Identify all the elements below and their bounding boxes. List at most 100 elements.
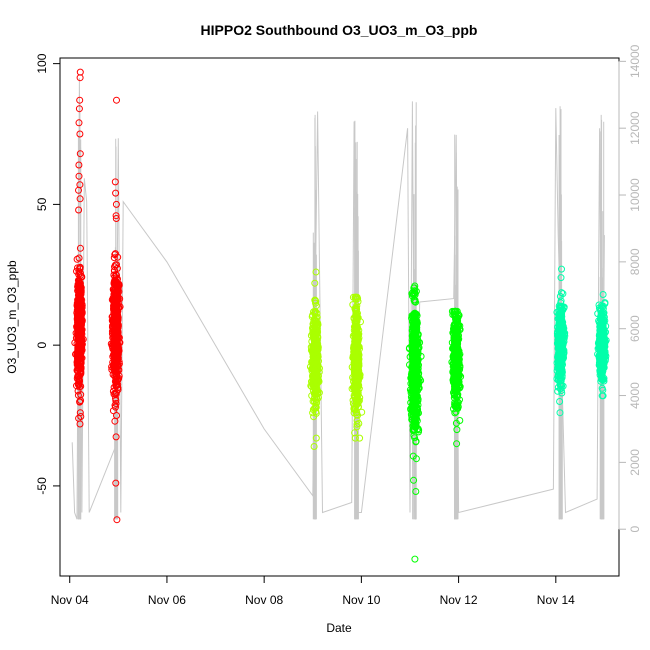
- data-point: [354, 396, 362, 404]
- data-point: [112, 400, 120, 407]
- data-point-outlier: [112, 200, 120, 208]
- y-axis-left: -50 0 50 100: [35, 53, 61, 495]
- data-point: [556, 358, 564, 365]
- data-point: [556, 325, 564, 332]
- data-point: [354, 359, 362, 367]
- data-point: [559, 290, 567, 298]
- data-point: [110, 298, 118, 306]
- data-point: [312, 376, 319, 384]
- data-point: [110, 360, 118, 368]
- scatter-points-layer: [71, 68, 610, 563]
- data-point: [313, 346, 321, 354]
- data-point-outlier: [75, 186, 82, 194]
- data-point-outlier: [353, 423, 361, 431]
- data-point: [353, 316, 361, 324]
- data-point: [558, 343, 566, 351]
- data-point: [109, 387, 117, 395]
- data-point: [112, 433, 120, 441]
- data-point: [411, 326, 419, 333]
- x-tick-label: Nov 14: [537, 593, 575, 607]
- y2-tick-label: 12000: [628, 111, 642, 145]
- data-point: [599, 350, 607, 358]
- data-point: [113, 371, 120, 379]
- data-point-outlier: [75, 161, 83, 169]
- data-point: [354, 400, 362, 408]
- y-tick-label: 100: [35, 53, 49, 73]
- data-point: [349, 301, 357, 309]
- data-point: [75, 278, 83, 286]
- data-point: [558, 289, 565, 297]
- data-point: [409, 318, 417, 326]
- data-point: [110, 271, 118, 279]
- data-point: [413, 415, 421, 423]
- data-point: [351, 429, 359, 437]
- data-point-outlier: [598, 392, 606, 400]
- data-point-outlier: [411, 310, 419, 318]
- data-point: [412, 325, 420, 333]
- y-axis-label: O3_UO3_m_O3_ppb: [5, 260, 19, 374]
- data-point-outlier: [112, 189, 120, 197]
- data-point: [111, 369, 119, 377]
- data-point-outlier: [112, 403, 119, 411]
- data-point: [113, 329, 121, 337]
- data-point: [558, 389, 566, 397]
- x-tick-label: Nov 08: [245, 593, 283, 607]
- data-point-outlier: [76, 195, 84, 203]
- data-point: [310, 372, 318, 380]
- data-point: [74, 298, 82, 306]
- data-point: [311, 343, 319, 351]
- data-point: [310, 331, 318, 339]
- y2-tick-label: 10000: [628, 178, 642, 212]
- data-point: [452, 332, 460, 340]
- data-point: [353, 344, 361, 352]
- data-point: [450, 405, 457, 413]
- data-point: [112, 354, 120, 361]
- data-point: [411, 410, 419, 418]
- data-point-outlier: [312, 268, 320, 276]
- series-flight-8: [594, 291, 610, 400]
- data-point-outlier: [113, 96, 120, 104]
- data-point: [75, 254, 83, 262]
- data-point: [555, 314, 563, 322]
- data-point: [309, 349, 317, 357]
- data-point-outlier: [75, 105, 83, 113]
- data-point: [558, 327, 566, 335]
- data-point: [353, 409, 361, 417]
- data-point-outlier: [453, 440, 461, 448]
- data-point: [75, 288, 83, 295]
- data-point-outlier: [312, 302, 320, 310]
- data-point: [110, 300, 118, 308]
- data-point: [598, 312, 606, 320]
- data-point: [110, 280, 118, 288]
- data-point-outlier: [76, 420, 84, 428]
- data-point: [312, 383, 320, 390]
- data-point: [411, 406, 419, 414]
- data-point: [555, 362, 563, 370]
- data-point: [598, 324, 605, 332]
- data-point: [554, 387, 562, 395]
- data-point: [560, 325, 568, 333]
- data-point-outlier: [453, 426, 461, 434]
- data-point: [113, 340, 121, 348]
- data-point: [352, 402, 360, 410]
- data-point: [112, 397, 120, 405]
- data-point-outlier: [452, 324, 460, 332]
- data-point: [452, 375, 460, 383]
- data-point: [78, 308, 86, 316]
- data-point-outlier: [75, 119, 83, 127]
- data-point-outlier: [411, 555, 419, 563]
- data-point: [76, 290, 84, 298]
- altitude-line: [71, 78, 605, 520]
- data-point: [310, 413, 318, 421]
- data-point-outlier: [598, 302, 606, 310]
- data-point: [310, 358, 318, 366]
- data-point-outlier: [112, 215, 120, 222]
- data-point: [112, 368, 120, 376]
- series-flight-3: [306, 268, 323, 450]
- data-point-outlier: [113, 516, 121, 524]
- data-point: [353, 420, 361, 428]
- data-point-outlier: [75, 206, 83, 214]
- data-point: [353, 411, 361, 419]
- data-point: [351, 324, 359, 332]
- data-point: [356, 434, 364, 442]
